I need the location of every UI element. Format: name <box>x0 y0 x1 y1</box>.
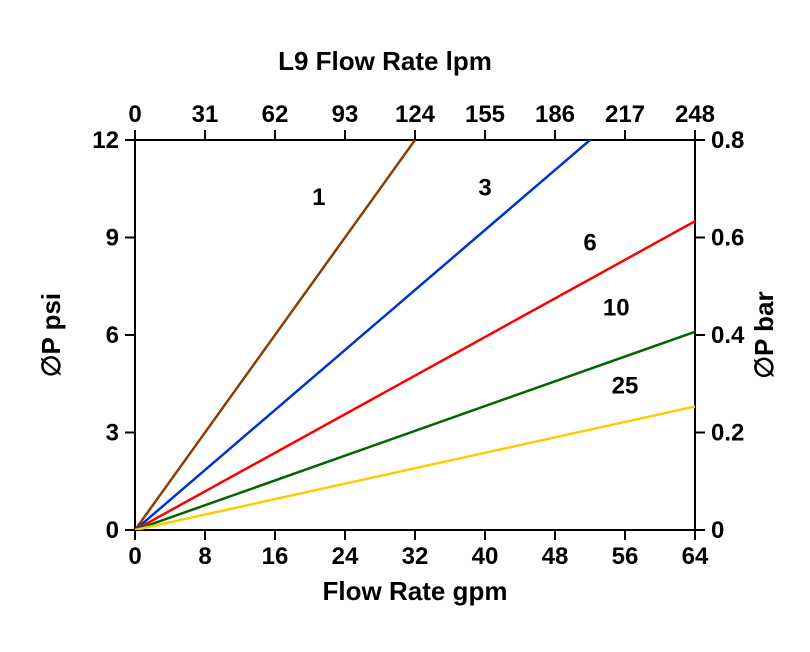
left-tick-label: 12 <box>92 127 119 154</box>
left-tick-label: 6 <box>106 322 119 349</box>
top-tick-label: 186 <box>535 101 575 128</box>
left-tick-label: 0 <box>106 517 119 544</box>
bottom-tick-label: 40 <box>472 543 499 570</box>
series-label-10: 10 <box>603 295 630 322</box>
series-label-1: 1 <box>312 184 325 211</box>
top-tick-label: 31 <box>192 101 219 128</box>
left-tick-label: 3 <box>106 420 119 447</box>
top-axis-title: L9 Flow Rate lpm <box>278 46 492 76</box>
bottom-tick-label: 48 <box>542 543 569 570</box>
left-tick-label: 9 <box>106 225 119 252</box>
bottom-tick-label: 32 <box>402 543 429 570</box>
bottom-tick-label: 8 <box>198 543 211 570</box>
left-axis-title: ∅P psi <box>36 293 66 377</box>
right-tick-label: 0 <box>711 517 724 544</box>
top-tick-label: 248 <box>675 101 715 128</box>
bottom-tick-label: 24 <box>332 543 359 570</box>
right-tick-label: 0.2 <box>711 420 744 447</box>
top-tick-label: 0 <box>128 101 141 128</box>
top-tick-label: 124 <box>395 101 436 128</box>
top-tick-label: 217 <box>605 101 645 128</box>
top-tick-label: 62 <box>262 101 289 128</box>
bottom-tick-label: 64 <box>682 543 709 570</box>
right-tick-label: 0.8 <box>711 127 744 154</box>
bottom-axis-title: Flow Rate gpm <box>323 576 508 606</box>
bottom-tick-label: 16 <box>262 543 289 570</box>
right-tick-label: 0.6 <box>711 225 744 252</box>
top-tick-label: 93 <box>332 101 359 128</box>
flow-rate-chart: L9 Flow Rate lpm031629312415518621724808… <box>0 0 810 652</box>
right-axis-title: ∅P bar <box>749 291 779 378</box>
bottom-tick-label: 56 <box>612 543 639 570</box>
series-label-3: 3 <box>478 174 491 201</box>
chart-container: L9 Flow Rate lpm031629312415518621724808… <box>0 0 810 652</box>
series-label-25: 25 <box>612 373 639 400</box>
series-label-6: 6 <box>583 230 596 257</box>
top-tick-label: 155 <box>465 101 505 128</box>
right-tick-label: 0.4 <box>711 322 745 349</box>
bottom-tick-label: 0 <box>128 543 141 570</box>
